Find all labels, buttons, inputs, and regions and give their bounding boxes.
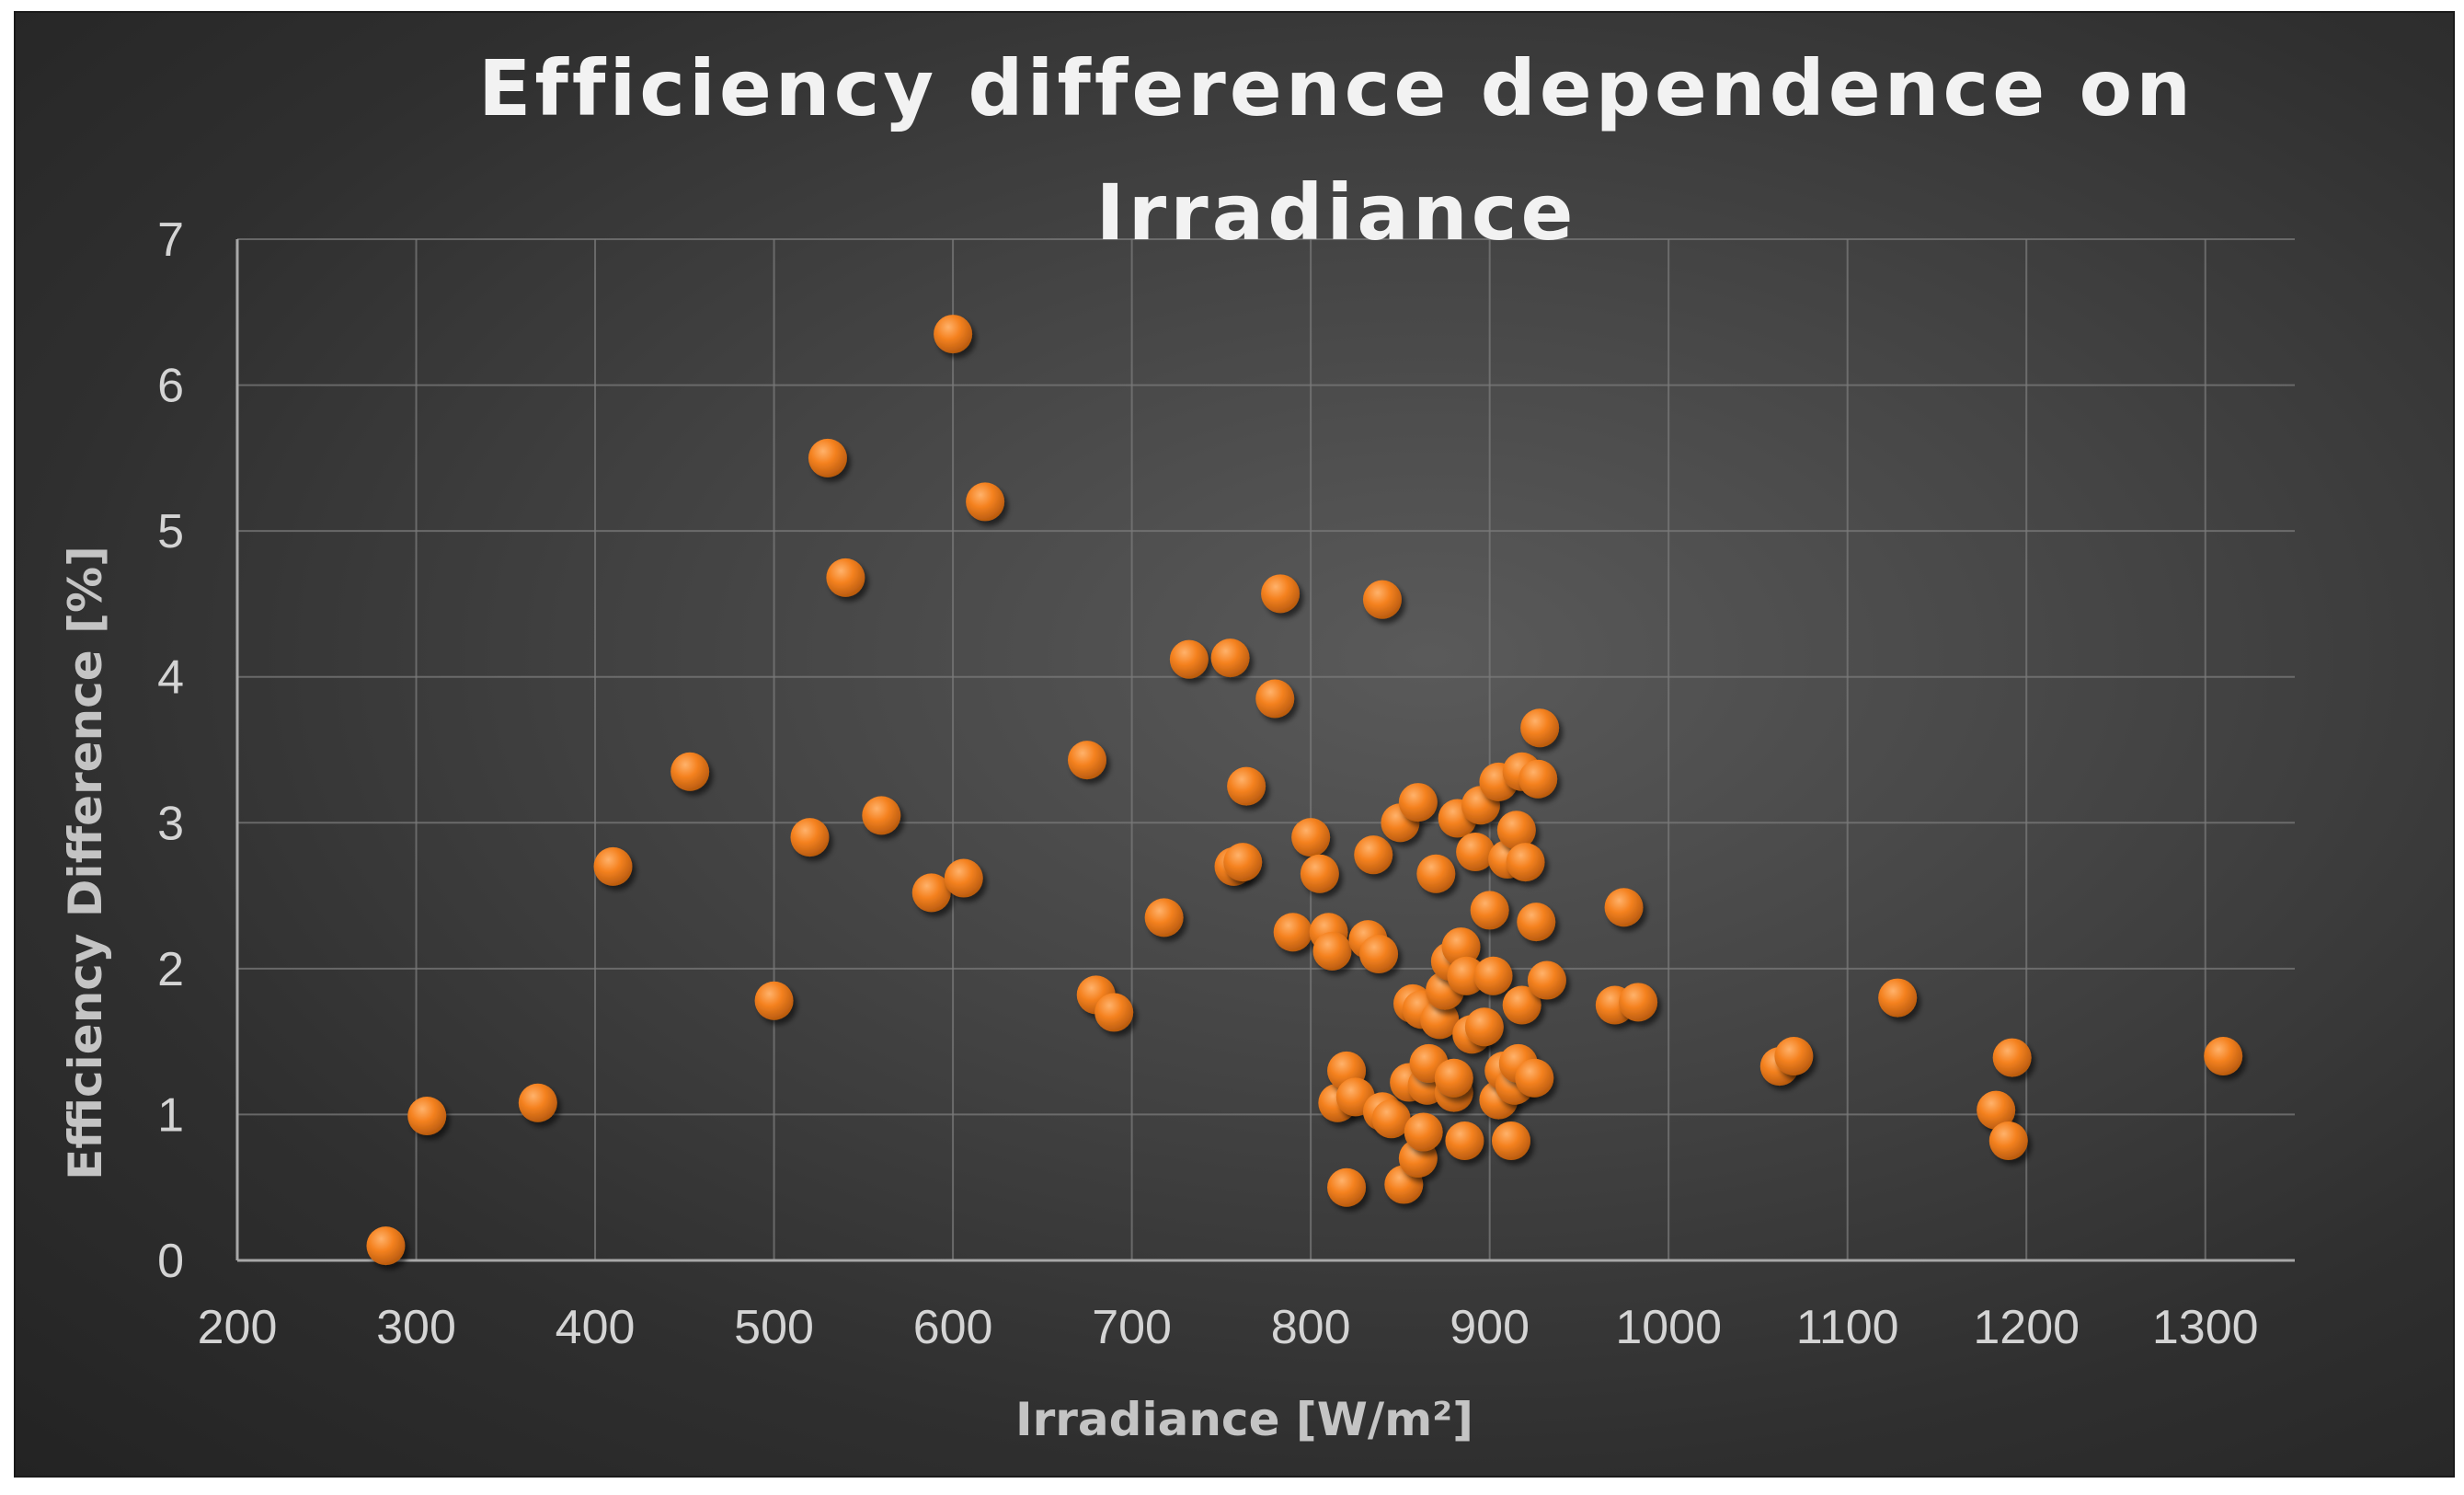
data-point — [1223, 843, 1263, 882]
y-tick-label: 7 — [157, 213, 184, 267]
x-tick-label: 300 — [376, 1301, 456, 1354]
data-point — [1520, 708, 1560, 748]
chart-title-line-1: Efficiency difference dependence on — [478, 43, 2195, 133]
x-tick-label: 900 — [1450, 1301, 1530, 1354]
data-point — [1988, 1121, 2028, 1160]
y-tick-label: 4 — [157, 651, 184, 705]
x-tick-label: 1300 — [2152, 1301, 2259, 1354]
data-point — [1144, 898, 1184, 937]
data-point — [1398, 783, 1438, 822]
data-point — [1517, 903, 1556, 942]
data-point — [1527, 960, 1566, 1000]
data-point — [1434, 1058, 1473, 1098]
data-point — [754, 981, 794, 1020]
data-point — [1491, 1121, 1530, 1160]
data-point — [1362, 580, 1402, 619]
data-point — [1502, 985, 1541, 1025]
data-point — [366, 1226, 406, 1266]
data-point — [1506, 843, 1545, 882]
data-point — [911, 873, 951, 913]
y-tick-label: 1 — [157, 1088, 184, 1142]
x-tick-label: 800 — [1271, 1301, 1351, 1354]
data-point — [1445, 1121, 1484, 1160]
data-point — [1255, 679, 1295, 719]
data-point — [1464, 1007, 1504, 1047]
data-point — [1619, 983, 1658, 1022]
data-point — [1496, 811, 1536, 850]
data-point — [1169, 639, 1209, 679]
data-point — [1977, 1090, 2016, 1130]
data-point — [1291, 818, 1331, 857]
data-point — [1210, 638, 1250, 678]
y-tick-label: 0 — [157, 1235, 184, 1288]
data-point — [1420, 1000, 1460, 1040]
data-point — [808, 438, 847, 477]
data-point — [1519, 759, 1558, 799]
data-point — [1456, 833, 1496, 871]
data-point — [1227, 766, 1266, 806]
data-point — [966, 482, 1005, 522]
data-point — [1416, 854, 1456, 893]
x-tick-label: 1200 — [1973, 1301, 2080, 1354]
data-point — [2204, 1037, 2243, 1075]
data-point — [1878, 978, 1918, 1018]
data-point — [1992, 1038, 2032, 1077]
data-point — [1371, 1099, 1411, 1139]
data-point — [518, 1083, 557, 1122]
x-tick-label: 500 — [734, 1301, 814, 1354]
data-point — [1515, 1058, 1554, 1098]
y-tick-label: 2 — [157, 943, 184, 996]
y-tick-label: 5 — [157, 505, 184, 558]
data-point — [1359, 935, 1399, 973]
y-tick-labels: 0 1 2 3 4 5 6 7 — [157, 213, 184, 1288]
chart-background — [14, 11, 2455, 1478]
y-tick-label: 6 — [157, 360, 184, 413]
x-tick-label: 200 — [198, 1301, 278, 1354]
x-axis-title: Irradiance [W/m²] — [1015, 1393, 1473, 1446]
data-point — [1327, 1167, 1367, 1207]
data-point — [1273, 913, 1312, 952]
x-tick-label: 1100 — [1796, 1301, 1899, 1354]
y-tick-label: 3 — [157, 797, 184, 850]
data-point — [1354, 835, 1393, 875]
data-point — [1604, 888, 1644, 927]
data-point — [1473, 956, 1513, 995]
data-point — [934, 315, 973, 354]
data-point — [593, 846, 633, 886]
data-point — [1470, 891, 1509, 930]
data-point — [826, 558, 865, 597]
x-tick-label: 700 — [1092, 1301, 1172, 1354]
data-point — [1404, 1112, 1443, 1152]
axes — [235, 239, 2295, 1262]
data-point — [1447, 956, 1486, 995]
chart-title-line-2: Irradiance — [1096, 167, 1577, 258]
data-point — [1094, 993, 1134, 1032]
data-point — [1300, 854, 1339, 893]
y-axis-title: Efficiency Difference [%] — [59, 546, 112, 1180]
data-points — [366, 315, 2243, 1266]
data-point — [1774, 1037, 1814, 1075]
data-point — [862, 796, 901, 835]
data-point — [1441, 927, 1481, 967]
x-tick-label: 1000 — [1615, 1301, 1722, 1354]
gridlines — [237, 238, 2295, 1260]
x-tick-label: 600 — [913, 1301, 993, 1354]
data-point — [1067, 741, 1106, 780]
x-tick-label: 400 — [556, 1301, 636, 1354]
data-point — [1261, 574, 1301, 614]
x-tick-labels: 200 300 400 500 600 700 800 900 1000 1100 1200 1300 — [198, 1301, 2259, 1354]
data-point — [944, 858, 983, 898]
data-point — [790, 818, 830, 857]
data-point — [1312, 931, 1352, 971]
data-point — [670, 752, 710, 791]
data-point — [407, 1097, 447, 1136]
